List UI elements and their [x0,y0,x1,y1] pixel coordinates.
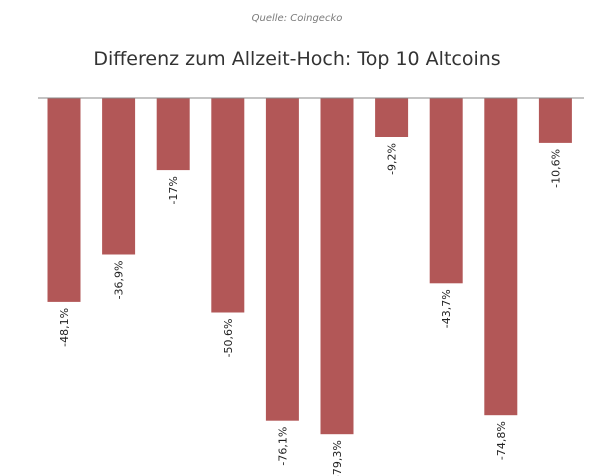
labels-group: -48,1% -36,9% -17% -50,6% -76,1% -79,3% -9,2% -… [58,143,562,476]
bar-3 [156,98,190,171]
chart-source: Quelle: Coingecko [251,13,343,24]
bar-value-label-10: -10,6% [549,149,562,188]
bar-value-label-3: -17% [167,176,180,204]
bar-value-label-2: -36,9% [113,261,126,300]
bar-value-label-5: -76,1% [276,427,289,466]
bar-value-label-9: -74,8% [495,421,508,460]
bar-7 [375,98,409,137]
bar-value-label-1: -48,1% [58,308,71,347]
bar-value-label-4: -50,6% [222,319,235,358]
bar-10 [538,98,572,143]
bar-value-label-6: -79,3% [331,440,344,476]
bar-2 [102,98,136,255]
bar-6 [320,98,354,435]
chart-title: Differenz zum Allzeit-Hoch: Top 10 Altco… [93,48,501,70]
bar-4 [211,98,245,313]
bar-8 [429,98,463,284]
bar-1 [47,98,81,302]
bar-5 [265,98,299,421]
bar-value-label-7: -9,2% [386,143,399,175]
bar-9 [484,98,518,416]
bars-group [47,98,572,435]
bar-value-label-8: -43,7% [440,289,453,328]
